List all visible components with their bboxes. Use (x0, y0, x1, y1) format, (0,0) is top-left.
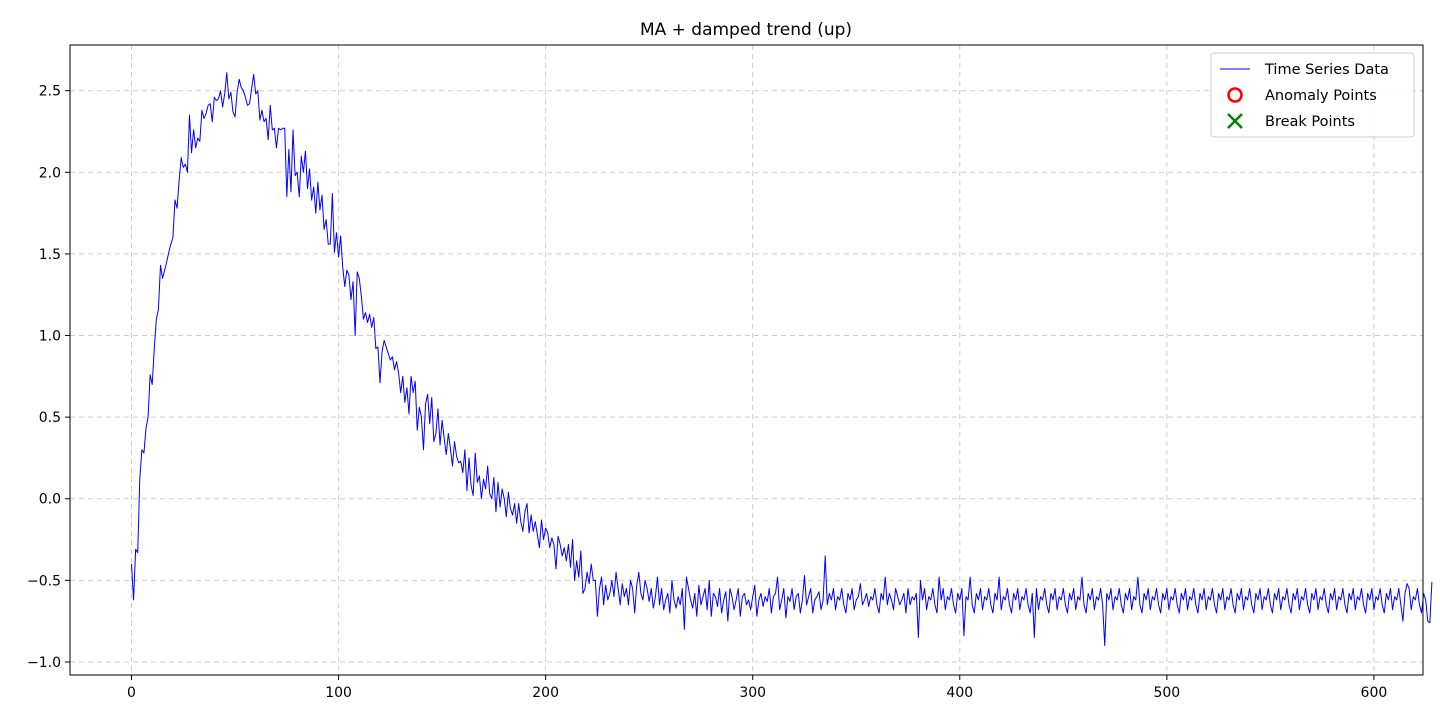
y-tick-label: 1.5 (39, 247, 61, 263)
legend: Time Series Data Anomaly Points Break Poin… (1210, 52, 1415, 138)
x-tick-label: 100 (325, 685, 352, 701)
legend-box (1210, 52, 1415, 138)
grid (70, 45, 1423, 675)
y-tick-label: −1.0 (27, 655, 61, 671)
x-tick-label: 600 (1361, 685, 1388, 701)
y-tick-label: −0.5 (27, 573, 61, 589)
chart-title: MA + damped trend (up) (640, 20, 852, 40)
y-tick-label: 0.5 (39, 410, 61, 426)
x-tick-label: 200 (532, 685, 559, 701)
legend-label: Anomaly Points (1265, 88, 1377, 104)
series-line-time-series-data (131, 72, 1433, 647)
legend-label: Break Points (1265, 114, 1355, 130)
y-tick-label: 2.5 (39, 84, 61, 100)
axes: 0 100 200 300 400 500 600 −1.0 −0.5 0.0 0.5 1.0 1.5 2… (27, 84, 1387, 701)
y-tick-label: 1.0 (39, 329, 61, 345)
legend-label: Time Series Data (1264, 62, 1389, 78)
plot-frame (69, 44, 1424, 676)
x-tick-label: 400 (946, 685, 973, 701)
series-layer (131, 72, 1433, 647)
y-tick-label: 0.0 (39, 492, 61, 508)
legend-circle-marker (1227, 87, 1243, 103)
x-tick-label: 300 (739, 685, 766, 701)
x-tick-label: 0 (127, 685, 136, 701)
legend-x-marker (1227, 113, 1243, 129)
y-tick-label: 2.0 (39, 165, 61, 181)
x-tick-label: 500 (1153, 685, 1180, 701)
